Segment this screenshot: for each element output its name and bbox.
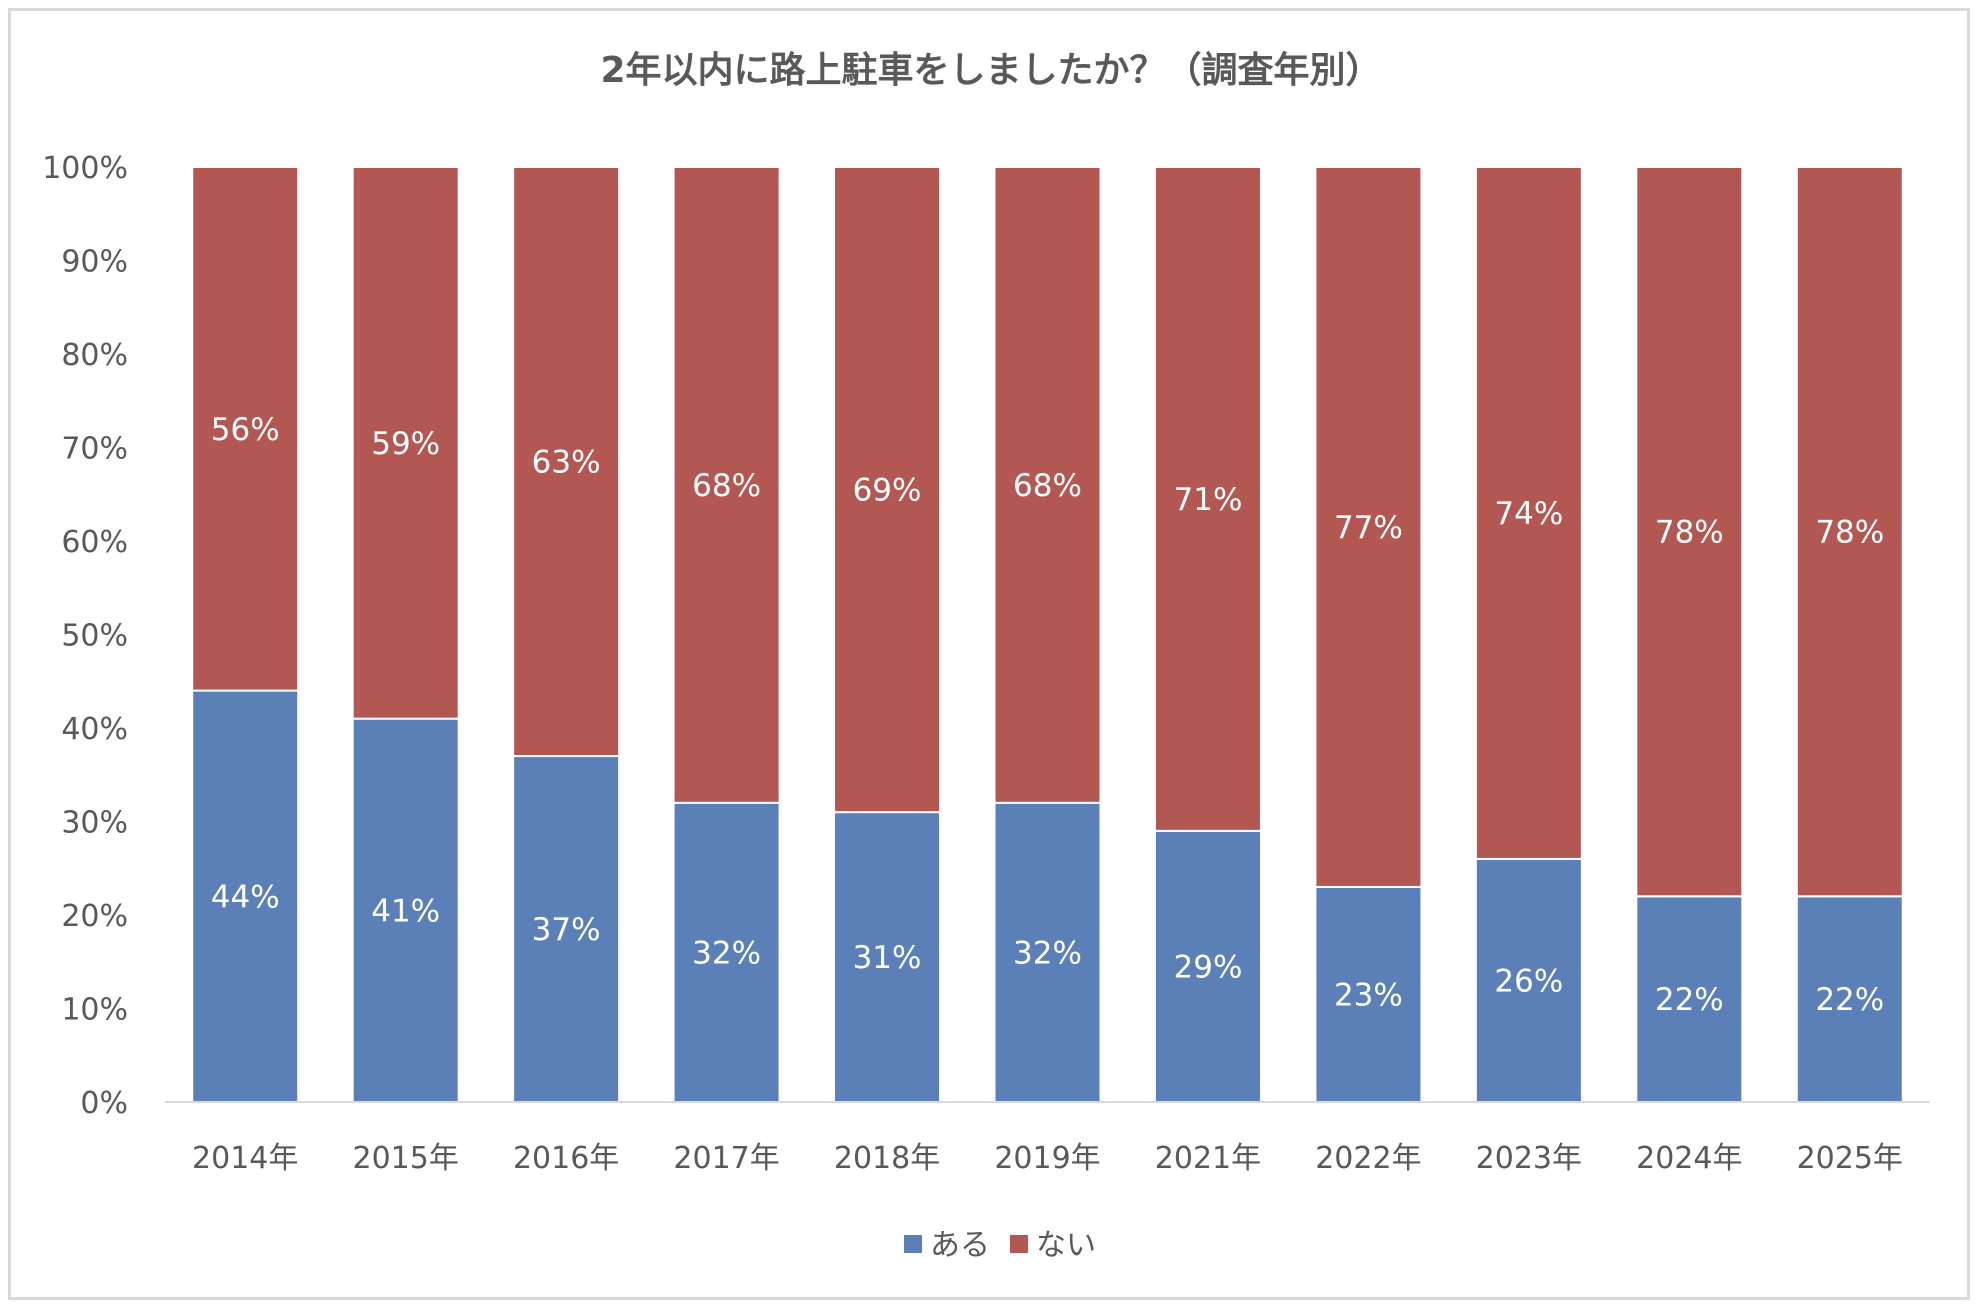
x-tick-label: 2022年 (1315, 1141, 1421, 1176)
data-label: 68% (1013, 468, 1082, 504)
data-label: 68% (692, 468, 761, 504)
data-label: 22% (1655, 982, 1724, 1018)
y-tick-label: 60% (61, 525, 128, 560)
data-label: 59% (371, 426, 440, 462)
bar-segment-aru (1314, 885, 1423, 1104)
legend-swatch (1010, 1235, 1028, 1253)
data-label: 23% (1334, 977, 1403, 1013)
data-label: 32% (692, 935, 761, 971)
bar-segment-nai (191, 166, 300, 692)
data-label: 22% (1815, 982, 1884, 1018)
bar-segment-nai (512, 166, 621, 758)
bar-segment-nai (1474, 166, 1583, 860)
bar-segment-nai (1153, 166, 1262, 832)
x-tick-label: 2023年 (1476, 1141, 1582, 1176)
x-tick-label: 2021年 (1155, 1141, 1261, 1176)
y-tick-label: 0% (80, 1086, 128, 1121)
data-label: 32% (1013, 935, 1082, 971)
y-tick-label: 30% (61, 806, 128, 841)
x-tick-label: 2016年 (513, 1141, 619, 1176)
bar-segment-aru (672, 801, 781, 1103)
bar-segment-nai (1635, 166, 1744, 898)
data-label: 26% (1494, 963, 1563, 999)
chart-title: 2年以内に路上駐車をしましたか？（調査年別） (600, 50, 1381, 91)
data-label: 74% (1494, 496, 1563, 532)
y-tick-label: 90% (61, 245, 128, 280)
legend-label: ある (930, 1228, 990, 1263)
legend-swatch (904, 1235, 922, 1253)
data-label: 56% (211, 412, 280, 448)
x-tick-label: 2017年 (673, 1141, 779, 1176)
x-tick-label: 2015年 (353, 1141, 459, 1176)
data-label: 63% (532, 445, 601, 481)
bar-segment-aru (351, 717, 460, 1104)
data-label: 31% (853, 940, 922, 976)
bar-segment-nai (1314, 166, 1423, 888)
legend-label: ない (1036, 1228, 1096, 1263)
data-label: 78% (1815, 515, 1884, 551)
x-tick-label: 2024年 (1636, 1141, 1742, 1176)
bar-segment-nai (672, 166, 781, 804)
legend: ある ない (904, 1228, 1096, 1263)
bars: 44% 56% 41% 59% 37% 63% 32% 68% 31% 69% 32% 68% 29% 7… (191, 166, 1904, 1104)
bar-segment-nai (993, 166, 1102, 804)
y-tick-label: 50% (61, 619, 128, 654)
x-tick-label: 2025年 (1797, 1141, 1903, 1176)
y-axis: 0% 10% 20% 30% 40% 50% 60% 70% 80% 90% 100% (42, 151, 128, 1121)
bar-segment-aru (833, 811, 942, 1104)
x-tick-label: 2018年 (834, 1141, 940, 1176)
y-tick-label: 80% (61, 338, 128, 373)
data-label: 44% (211, 879, 280, 915)
bar-segment-aru (1635, 895, 1744, 1103)
y-tick-label: 40% (61, 712, 128, 747)
bar-segment-aru (993, 801, 1102, 1103)
y-tick-label: 20% (61, 899, 128, 934)
x-axis: 2014年 2015年 2016年 2017年 2018年 2019年 2021年 2022年… (165, 1101, 1930, 1176)
data-label: 69% (853, 473, 922, 509)
data-label: 41% (371, 893, 440, 929)
bar-segment-nai (351, 166, 460, 720)
data-label: 77% (1334, 510, 1403, 546)
data-label: 78% (1655, 515, 1724, 551)
bar-segment-aru (1474, 857, 1583, 1104)
bar-segment-aru (191, 689, 300, 1103)
data-label: 29% (1174, 949, 1243, 985)
x-tick-label: 2019年 (994, 1141, 1100, 1176)
bar-segment-aru (512, 755, 621, 1103)
x-tick-label: 2014年 (192, 1141, 298, 1176)
y-tick-label: 100% (42, 151, 128, 186)
bar-segment-nai (1795, 166, 1904, 898)
y-tick-label: 10% (61, 993, 128, 1028)
y-tick-label: 70% (61, 432, 128, 467)
data-label: 37% (532, 912, 601, 948)
data-label: 71% (1174, 482, 1243, 518)
bar-segment-nai (833, 166, 942, 814)
